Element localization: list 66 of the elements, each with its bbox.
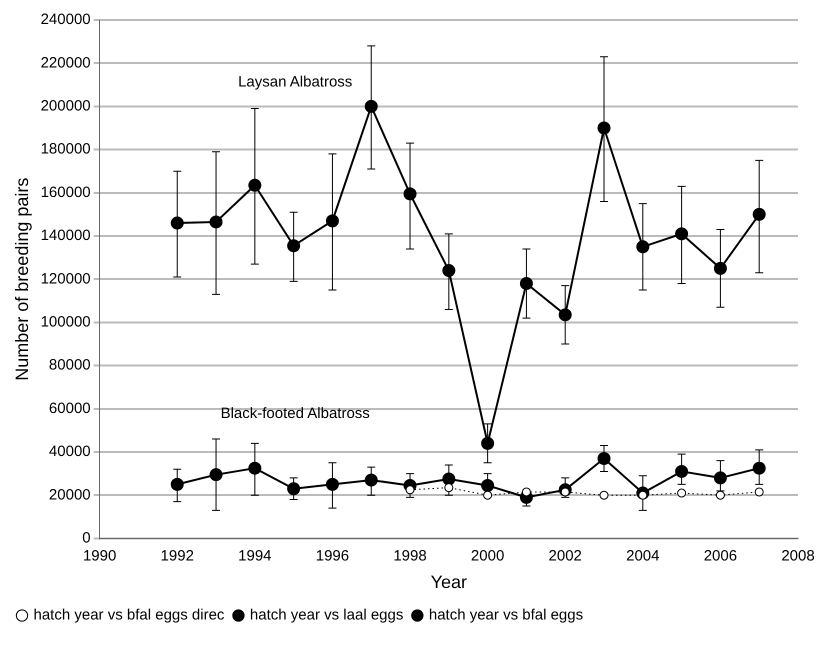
point — [520, 277, 533, 290]
x-tick-label: 2004 — [626, 548, 660, 565]
point — [714, 262, 727, 275]
legend-label: hatch year vs laal eggs — [250, 606, 404, 624]
point — [675, 227, 688, 240]
legend-label: hatch year vs bfal eggs — [428, 606, 584, 624]
point — [210, 215, 223, 228]
point — [170, 216, 184, 230]
point — [210, 468, 223, 482]
point — [714, 471, 727, 484]
point — [677, 488, 686, 498]
point — [481, 436, 494, 450]
x-tick-label: 1992 — [160, 548, 194, 565]
point — [364, 100, 378, 113]
point — [754, 487, 764, 496]
point — [598, 122, 611, 134]
y-tick-label: 240000 — [40, 11, 91, 28]
point — [326, 214, 339, 228]
point — [636, 240, 650, 254]
point — [326, 478, 339, 491]
point — [444, 483, 454, 492]
annotation: Black-footed Albatross — [220, 405, 370, 422]
x-tick-label: 1998 — [393, 548, 427, 565]
legend-label: hatch year vs bfal eggs direc — [34, 606, 225, 624]
point — [248, 462, 262, 475]
point — [287, 239, 300, 252]
point — [716, 490, 725, 500]
point — [287, 482, 300, 496]
x-tick-label: 1996 — [316, 548, 350, 565]
point — [600, 490, 609, 500]
point — [558, 308, 572, 322]
x-axis-title: Year — [430, 572, 468, 592]
y-tick-label: 60000 — [48, 400, 91, 417]
point — [598, 452, 611, 465]
y-tick-label: 20000 — [48, 486, 91, 504]
x-tick-label: 2002 — [548, 548, 582, 565]
point — [404, 187, 417, 200]
y-tick-label: 180000 — [40, 140, 91, 158]
y-tick-label: 40000 — [48, 443, 91, 460]
point — [406, 485, 415, 494]
y-tick-label: 0 — [82, 530, 91, 547]
point — [752, 208, 766, 221]
point — [675, 464, 688, 478]
y-tick-label: 120000 — [40, 270, 91, 288]
y-tick-label: 80000 — [48, 356, 91, 374]
point — [364, 474, 378, 487]
point — [248, 178, 262, 192]
y-axis-title: Number of breeding pairs — [12, 178, 32, 381]
point — [522, 487, 531, 496]
point — [442, 472, 456, 486]
annotation: Laysan Albatross — [238, 73, 352, 90]
y-tick-label: 220000 — [40, 54, 91, 72]
point — [483, 490, 492, 500]
x-tick-label: 2000 — [470, 548, 504, 565]
point — [752, 462, 766, 475]
point — [442, 264, 456, 278]
x-tick-label: 1990 — [82, 548, 116, 565]
point — [170, 478, 184, 491]
y-tick-label: 200000 — [40, 98, 91, 115]
point — [481, 478, 494, 492]
y-tick-label: 140000 — [40, 227, 91, 244]
x-tick-label: 2008 — [781, 548, 815, 565]
x-tick-label: 1994 — [238, 548, 272, 565]
y-tick-label: 100000 — [40, 314, 91, 331]
x-tick-label: 2006 — [704, 548, 738, 565]
y-tick-label: 160000 — [40, 184, 91, 201]
